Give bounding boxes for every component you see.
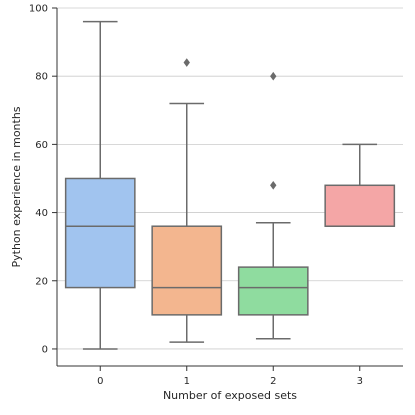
y-tick-label: 20 bbox=[35, 276, 48, 287]
box-group-0 bbox=[64, 20, 136, 350]
iqr-box bbox=[237, 266, 309, 316]
outlier-point bbox=[270, 71, 277, 81]
axes bbox=[56, 8, 403, 367]
x-ticks: 0 1 2 3 bbox=[97, 366, 363, 387]
y-ticks: 0 20 40 60 80 100 bbox=[29, 4, 57, 355]
y-tick-label: 60 bbox=[35, 140, 48, 151]
y-tick-label: 100 bbox=[29, 4, 48, 15]
x-tick-label: 1 bbox=[184, 376, 190, 387]
y-tick-label: 0 bbox=[42, 344, 48, 355]
iqr-box bbox=[151, 225, 223, 316]
box-group-2 bbox=[237, 71, 309, 340]
box-group-3 bbox=[324, 143, 396, 227]
outlier-point bbox=[270, 180, 277, 190]
iqr-box bbox=[324, 184, 396, 227]
y-tick-label: 80 bbox=[35, 72, 48, 83]
x-tick-label: 3 bbox=[357, 376, 363, 387]
iqr-box bbox=[64, 177, 136, 289]
x-tick-label: 2 bbox=[270, 376, 276, 387]
box-group-1 bbox=[151, 58, 223, 343]
boxes bbox=[64, 20, 396, 350]
y-axis-label: Python experience in months bbox=[10, 106, 23, 267]
x-tick-label: 0 bbox=[97, 376, 103, 387]
x-axis-label: Number of exposed sets bbox=[163, 389, 297, 402]
outlier-point bbox=[183, 58, 190, 67]
y-tick-label: 40 bbox=[35, 208, 48, 219]
